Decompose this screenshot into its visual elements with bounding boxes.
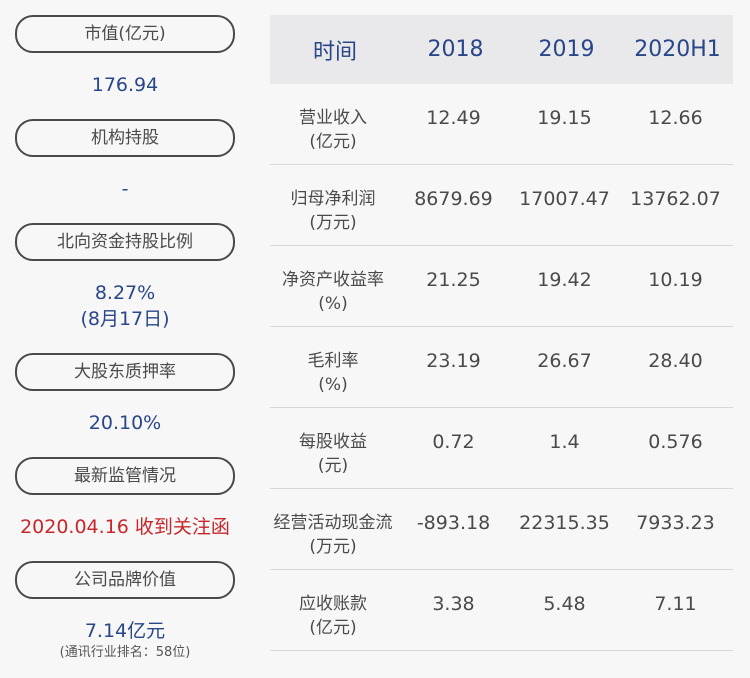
cell-2018: 0.72 (432, 431, 475, 453)
row-label: 经营活动现金流 (万元) (268, 489, 398, 569)
row-label-unit: (元) (317, 456, 349, 476)
table-row: 应收账款 (亿元) 3.38 5.48 7.11 (270, 570, 733, 651)
cell-2020h1: 28.40 (648, 350, 703, 372)
pledge-value: 20.10% (88, 412, 162, 434)
cell-2018: 12.49 (426, 107, 481, 129)
row-label-unit: (%) (318, 375, 348, 395)
institution-value: - (121, 178, 129, 200)
pledge-pill: 大股东质押率 (15, 353, 235, 391)
row-label: 毛利率 (%) (268, 327, 398, 407)
table-row: 每股收益 (元) 0.72 1.4 0.576 (270, 408, 733, 489)
northbound-label: 北向资金持股比例 (57, 232, 193, 252)
table-row: 经营活动现金流 (万元) -893.18 22315.35 7933.23 (270, 489, 733, 570)
cell-2020h1: 10.19 (648, 269, 703, 291)
header-time: 时间 (312, 39, 357, 65)
row-label-unit: (%) (318, 294, 348, 314)
cell-2020h1: 7933.23 (636, 512, 715, 534)
cell-2018: 21.25 (426, 269, 481, 291)
cell-2020h1: 7.11 (654, 593, 697, 615)
cell-2018: -893.18 (416, 512, 491, 534)
row-label-unit: (万元) (309, 537, 357, 557)
market-cap-value: 176.94 (91, 74, 159, 96)
regulation-pill: 最新监管情况 (15, 457, 235, 495)
cell-2018: 23.19 (426, 350, 481, 372)
cell-2019: 19.42 (537, 269, 592, 291)
brand-value: 7.14亿元 (84, 620, 166, 642)
cell-2018: 8679.69 (414, 188, 493, 210)
table-row: 净资产收益率 (%) 21.25 19.42 10.19 (270, 246, 733, 327)
header-2019: 2019 (538, 37, 595, 62)
row-label-name: 归母净利润 (290, 189, 376, 209)
northbound-pill: 北向资金持股比例 (15, 223, 235, 261)
table-row: 营业收入 (亿元) 12.49 19.15 12.66 (270, 84, 733, 165)
pledge-label: 大股东质押率 (74, 362, 176, 382)
row-label: 营业收入 (亿元) (268, 84, 398, 164)
cell-2019: 19.15 (537, 107, 592, 129)
cell-2019: 26.67 (537, 350, 592, 372)
market-cap-pill: 市值(亿元) (15, 15, 235, 53)
header-2018: 2018 (427, 37, 484, 62)
brand-pill: 公司品牌价值 (15, 561, 235, 599)
brand-rank: (通讯行业排名：58位) (59, 645, 191, 660)
institution-label: 机构持股 (91, 128, 159, 148)
row-label-name: 毛利率 (307, 351, 359, 371)
cell-2019: 17007.47 (519, 188, 610, 210)
cell-2020h1: 13762.07 (630, 188, 721, 210)
row-label: 应收账款 (亿元) (268, 570, 398, 650)
cell-2020h1: 0.576 (648, 431, 703, 453)
financial-table: 时间 2018 2019 2020H1 营业收入 (亿元) 12.49 19.1… (270, 15, 733, 651)
northbound-date: (8月17日) (80, 308, 170, 330)
row-label-name: 每股收益 (299, 432, 367, 452)
row-label: 每股收益 (元) (268, 408, 398, 488)
regulation-label: 最新监管情况 (74, 466, 176, 486)
market-cap-label: 市值(亿元) (84, 24, 166, 44)
row-label-name: 营业收入 (299, 108, 367, 128)
row-label-name: 经营活动现金流 (273, 513, 393, 533)
row-label-name: 应收账款 (299, 594, 367, 614)
cell-2019: 22315.35 (519, 512, 610, 534)
cell-2019: 1.4 (549, 431, 580, 453)
table-row: 毛利率 (%) 23.19 26.67 28.40 (270, 327, 733, 408)
cell-2018: 3.38 (432, 593, 475, 615)
table-header: 时间 2018 2019 2020H1 (270, 15, 733, 84)
row-label-name: 净资产收益率 (282, 270, 384, 290)
row-label: 归母净利润 (万元) (268, 165, 398, 245)
row-label-unit: (亿元) (309, 618, 357, 638)
row-label-unit: (万元) (309, 213, 357, 233)
row-label: 净资产收益率 (%) (268, 246, 398, 326)
brand-label: 公司品牌价值 (74, 570, 176, 590)
cell-2020h1: 12.66 (648, 107, 703, 129)
northbound-value: 8.27% (94, 282, 156, 304)
header-2020h1: 2020H1 (634, 37, 721, 62)
regulation-value: 2020.04.16 收到关注函 (20, 516, 230, 538)
cell-2019: 5.48 (543, 593, 586, 615)
institution-pill: 机构持股 (15, 119, 235, 157)
table-row: 归母净利润 (万元) 8679.69 17007.47 13762.07 (270, 165, 733, 246)
row-label-unit: (亿元) (309, 132, 357, 152)
